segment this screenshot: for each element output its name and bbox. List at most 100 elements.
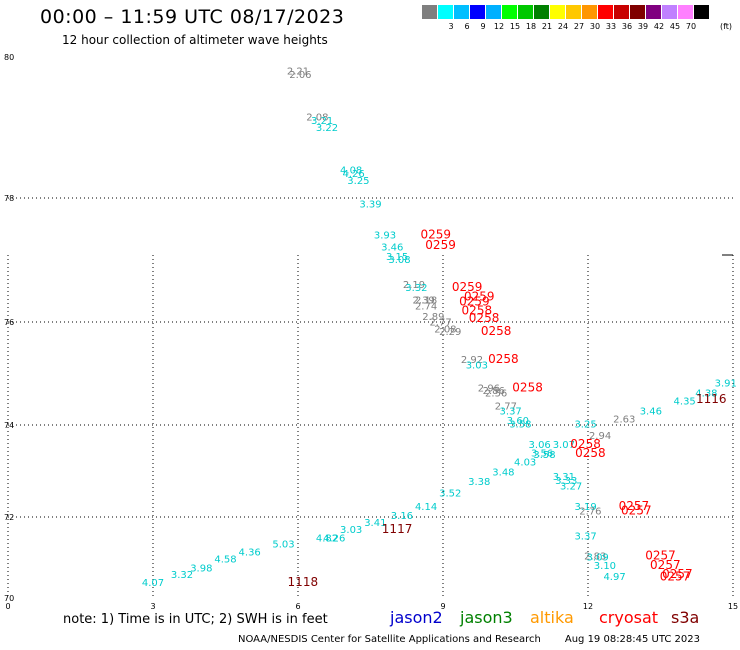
swh-value-label: 3.93: [374, 230, 396, 241]
swh-value-label: 3.60: [507, 416, 529, 427]
swh-value-label: 3.58: [533, 450, 555, 461]
y-tick-label: 74: [4, 421, 14, 430]
page-title: 00:00 – 11:59 UTC 08/17/2023: [40, 6, 345, 28]
swh-value-label: 4.08: [340, 165, 362, 176]
swh-value-label: 3.37: [500, 407, 522, 418]
swh-value-label: 3.32: [405, 283, 427, 294]
color-scale-label: 3: [448, 22, 454, 31]
swh-value-label: 4.82: [316, 533, 338, 544]
legend-satellite-s3a: s3a: [671, 608, 700, 627]
color-swatch: [534, 5, 549, 19]
pass-time-label: 1117: [382, 522, 413, 536]
swh-value-label: 3.56: [531, 448, 553, 459]
footer: NOAA/NESDIS Center for Satellite Applica…: [238, 634, 700, 645]
y-tick-label: 72: [4, 513, 14, 522]
pass-time-label: 0257: [621, 504, 652, 518]
color-scale-label: 21: [541, 22, 553, 31]
x-tick-label: 9: [440, 602, 445, 611]
swh-value-label: 3.46: [381, 243, 403, 254]
swh-value-label: 2.94: [589, 431, 611, 442]
swh-value-label: 3.39: [359, 199, 381, 210]
swh-value-label: 3.10: [594, 561, 616, 572]
swh-value-label: 4.26: [342, 169, 364, 180]
swh-value-label: 3.25: [574, 419, 596, 430]
color-swatch: [614, 5, 629, 19]
swh-value-label: 2.18: [415, 295, 437, 306]
pass-time-label: 0257: [662, 567, 693, 581]
legend-satellite-jason2: jason2: [390, 608, 443, 627]
swh-value-label: 3.31: [553, 472, 575, 483]
swh-value-label: 3.25: [347, 176, 369, 187]
swh-value-label: 2.76: [579, 507, 601, 518]
color-swatch: [470, 5, 485, 19]
swh-value-label: 2.39: [413, 295, 435, 306]
color-swatch: [694, 5, 709, 19]
y-tick-label: 70: [4, 594, 14, 603]
pass-time-label: 0258: [570, 437, 601, 451]
swh-value-label: 4.35: [674, 396, 696, 407]
pass-time-label: 0258: [469, 311, 500, 325]
color-scale-label: 33: [605, 22, 617, 31]
color-scale-label: 6: [464, 22, 470, 31]
swh-value-label: 3.38: [468, 477, 490, 488]
color-scale-label: 30: [589, 22, 601, 31]
x-tick-label: 6: [295, 602, 300, 611]
swh-value-label: 2.86: [483, 386, 505, 397]
swh-value-label: 3.33: [555, 476, 577, 487]
color-scale-label: 70: [685, 22, 697, 31]
color-swatch: [502, 5, 517, 19]
color-scale-label: 9: [480, 22, 486, 31]
pass-time-label: 0258: [575, 446, 606, 460]
swh-value-label: 2.92: [461, 355, 483, 366]
swh-value-label: 3.48: [492, 468, 514, 479]
swh-value-label: 2.56: [485, 389, 507, 400]
swh-value-label: 3.32: [171, 570, 193, 581]
x-tick-label: 3: [150, 602, 155, 611]
color-scale-label: 39: [637, 22, 649, 31]
swh-value-label: 5.03: [272, 539, 294, 550]
pass-time-label: 0259: [464, 289, 495, 303]
x-tick-label: 0: [5, 602, 10, 611]
swh-value-label: 3.06: [529, 440, 551, 451]
swh-value-label: 2.74: [415, 302, 437, 313]
pass-time-label: 0258: [462, 304, 493, 318]
legend-note: note: 1) Time is in UTC; 2) SWH is in fe…: [63, 612, 328, 627]
swh-value-label: 3.03: [340, 525, 362, 536]
color-swatch: [518, 5, 533, 19]
swh-value-label: 2.96: [478, 384, 500, 395]
swh-value-label: 4.38: [695, 389, 717, 400]
page-subtitle: 12 hour collection of altimeter wave hei…: [62, 33, 328, 47]
swh-value-label: 2.63: [613, 414, 635, 425]
swh-value-label: 2.19: [403, 280, 425, 291]
legend-satellite-jason3: jason3: [460, 608, 513, 627]
y-tick-label: 76: [4, 318, 14, 327]
color-swatch: [566, 5, 581, 19]
pass-time-label: 0258: [488, 352, 519, 366]
pass-time-label: 1118: [288, 575, 319, 589]
pass-time-label: 0257: [645, 549, 676, 563]
color-scale-unit: (ft): [720, 22, 733, 31]
pass-time-label: 0259: [459, 294, 490, 308]
swh-value-label: 4.97: [603, 572, 625, 583]
pass-time-label: 0259: [452, 280, 483, 294]
swh-value-label: 3.27: [560, 481, 582, 492]
swh-value-label: 3.21: [311, 116, 333, 127]
swh-value-label: 4.07: [142, 578, 164, 589]
color-scale-label: 18: [525, 22, 537, 31]
swh-value-label: 3.37: [574, 531, 596, 542]
footer-timestamp: Aug 19 08:28:45 UTC 2023: [564, 634, 701, 645]
swh-value-label: 3.22: [316, 123, 338, 134]
pass-time-label: 0258: [481, 324, 512, 338]
swh-value-label: 2.77: [495, 402, 517, 413]
color-swatch: [630, 5, 645, 19]
y-tick-label: 78: [4, 194, 14, 203]
color-swatch: [438, 5, 453, 19]
swh-value-label: 2.21: [287, 67, 309, 78]
x-tick-label: 12: [583, 602, 593, 611]
swh-value-label: 4.26: [323, 533, 345, 544]
swh-value-label: 3.98: [190, 564, 212, 575]
color-swatch: [662, 5, 677, 19]
legend-satellite-altika: altika: [530, 608, 574, 627]
swh-value-label: 2.08: [434, 324, 456, 335]
